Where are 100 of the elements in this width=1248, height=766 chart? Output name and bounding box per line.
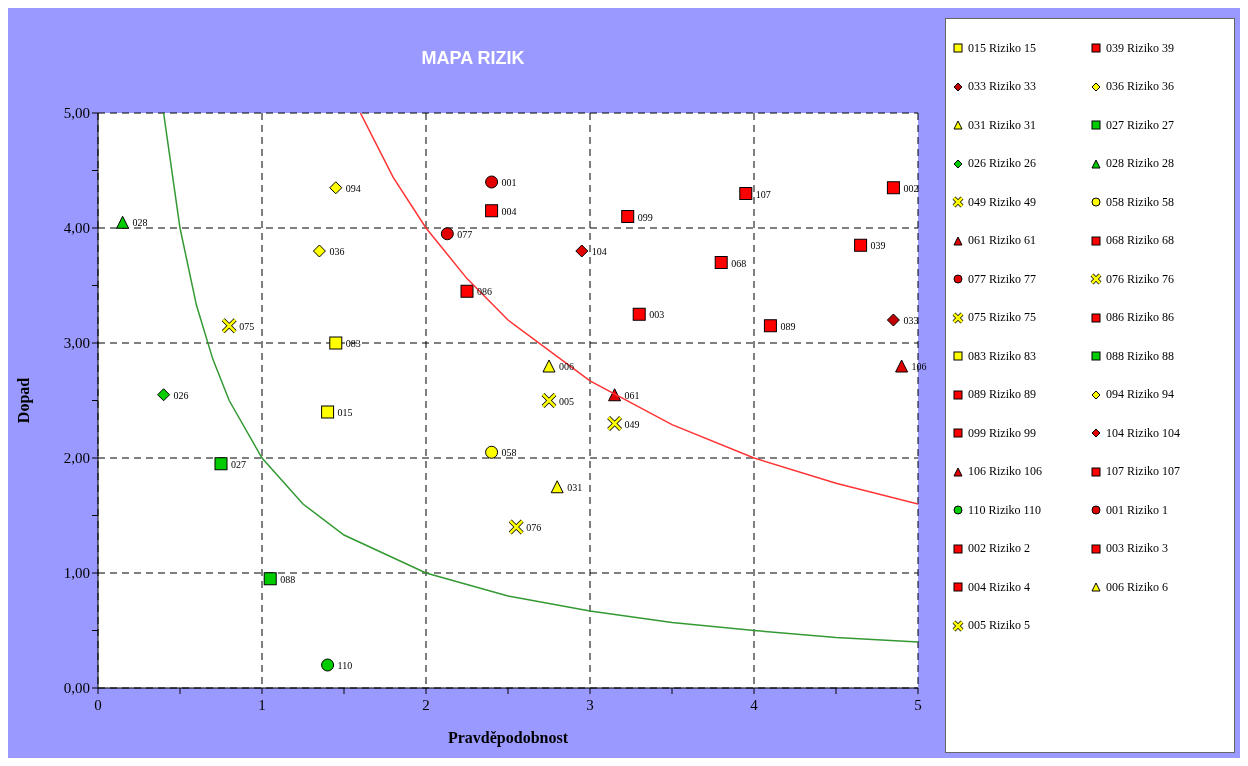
point [886, 313, 900, 327]
annotation: 068 [731, 257, 747, 269]
legend-label: 083 Riziko 83 [968, 348, 1036, 364]
legend-label: 031 Riziko 31 [968, 117, 1036, 133]
x-tick-label: 2 [422, 697, 430, 713]
annotation: 104 [591, 246, 607, 257]
legend-label: 110 Riziko 110 [968, 502, 1042, 518]
annotation: 001 [501, 177, 517, 188]
point [485, 175, 499, 189]
legend-label: 107 Riziko 107 [1106, 464, 1180, 480]
legend-label: 026 Riziko 26 [968, 156, 1036, 172]
annotation: 075 [239, 320, 255, 332]
point [621, 210, 635, 223]
y-tick-label: 1,00 [63, 565, 90, 582]
legend-label: 077 Riziko 77 [968, 271, 1036, 287]
legend-label: 001 Riziko 1 [1106, 502, 1168, 518]
y-axis-title: Dopad [14, 377, 33, 424]
annotation: 110 [337, 660, 353, 671]
annotation: 005 [559, 395, 574, 407]
annotation: 036 [329, 246, 345, 257]
point [460, 284, 474, 298]
annotation: 039 [870, 240, 886, 252]
legend-label: 099 Riziko 99 [968, 425, 1036, 441]
legend-label: 006 Riziko 6 [1106, 579, 1168, 595]
legend-label: 004 Riziko 4 [968, 579, 1030, 595]
annotation: 088 [280, 573, 296, 585]
legend-label: 049 Riziko 49 [968, 194, 1036, 210]
annotation: 015 [337, 407, 353, 418]
annotation: 004 [501, 205, 517, 217]
x-tick-label: 1 [258, 697, 266, 713]
point [763, 319, 777, 333]
y-tick-label: 0,00 [63, 680, 90, 697]
legend-label: 075 Riziko 75 [968, 310, 1036, 326]
legend-label: 002 Riziko 2 [968, 541, 1030, 557]
point [440, 227, 454, 241]
chart-title: MAPA RIZIK [420, 48, 526, 69]
point [632, 307, 646, 321]
x-axis-title: Pravděpodobnost [447, 729, 569, 747]
point [321, 658, 335, 672]
point [575, 244, 589, 258]
x-tick-label: 5 [914, 697, 922, 713]
annotation: 031 [567, 481, 583, 493]
legend-label: 104 Riziko 104 [1106, 425, 1180, 441]
legend-label: 094 Riziko 94 [1106, 387, 1174, 403]
point [485, 204, 499, 218]
legend-label: 058 Riziko 58 [1106, 194, 1174, 210]
legend-label: 005 Riziko 5 [968, 618, 1030, 634]
point [214, 457, 228, 471]
point [542, 359, 556, 373]
legend-label: 003 Riziko 3 [1106, 541, 1168, 557]
annotation: 077 [457, 228, 473, 240]
point [157, 388, 171, 402]
legend-label: 036 Riziko 36 [1106, 79, 1174, 95]
annotation: 107 [755, 188, 771, 200]
legend-label: 086 Riziko 86 [1106, 310, 1174, 326]
annotation: 061 [624, 389, 640, 401]
annotation: 058 [501, 447, 517, 459]
annotation: 003 [649, 309, 665, 321]
annotation: 026 [173, 389, 189, 401]
point [895, 359, 909, 373]
y-tick-label: 2,00 [63, 450, 90, 467]
x-tick-label: 0 [94, 697, 102, 713]
legend-label: 106 Riziko 106 [968, 464, 1042, 480]
legend-label: 027 Riziko 27 [1106, 117, 1174, 133]
annotation: 006 [559, 361, 574, 372]
point [329, 181, 343, 195]
legend-label: 039 Riziko 39 [1106, 40, 1174, 56]
annotation: 033 [903, 315, 919, 326]
point [263, 572, 277, 586]
annotation: 049 [624, 418, 640, 430]
annotation: 099 [637, 211, 653, 223]
point [329, 336, 343, 350]
x-tick-label: 4 [750, 697, 759, 713]
y-tick-label: 4,00 [63, 220, 90, 237]
legend-label: 033 Riziko 33 [968, 79, 1036, 95]
point [714, 256, 728, 269]
annotation: 002 [903, 182, 919, 194]
annotation: 027 [231, 458, 246, 470]
legend-label: 088 Riziko 88 [1106, 348, 1174, 364]
point [485, 445, 499, 459]
annotation: 028 [132, 217, 148, 229]
legend-label: 089 Riziko 89 [968, 387, 1036, 403]
legend-label: 028 Riziko 28 [1106, 156, 1174, 172]
point [312, 244, 326, 258]
legend-label: 068 Riziko 68 [1106, 233, 1174, 249]
point [854, 238, 868, 252]
annotation: 076 [526, 522, 542, 533]
point [116, 215, 130, 229]
y-tick-label: 5,00 [63, 105, 90, 122]
point [739, 187, 753, 200]
point [550, 480, 564, 494]
annotation: 089 [780, 320, 796, 332]
y-tick-label: 3,00 [63, 335, 90, 352]
legend-label: 061 Riziko 61 [968, 233, 1036, 249]
point [321, 405, 335, 419]
annotation: 094 [345, 182, 361, 194]
x-tick-label: 3 [586, 697, 594, 713]
point [886, 181, 900, 195]
annotation: 106 [911, 361, 927, 372]
legend-label: 076 Riziko 76 [1106, 271, 1174, 287]
